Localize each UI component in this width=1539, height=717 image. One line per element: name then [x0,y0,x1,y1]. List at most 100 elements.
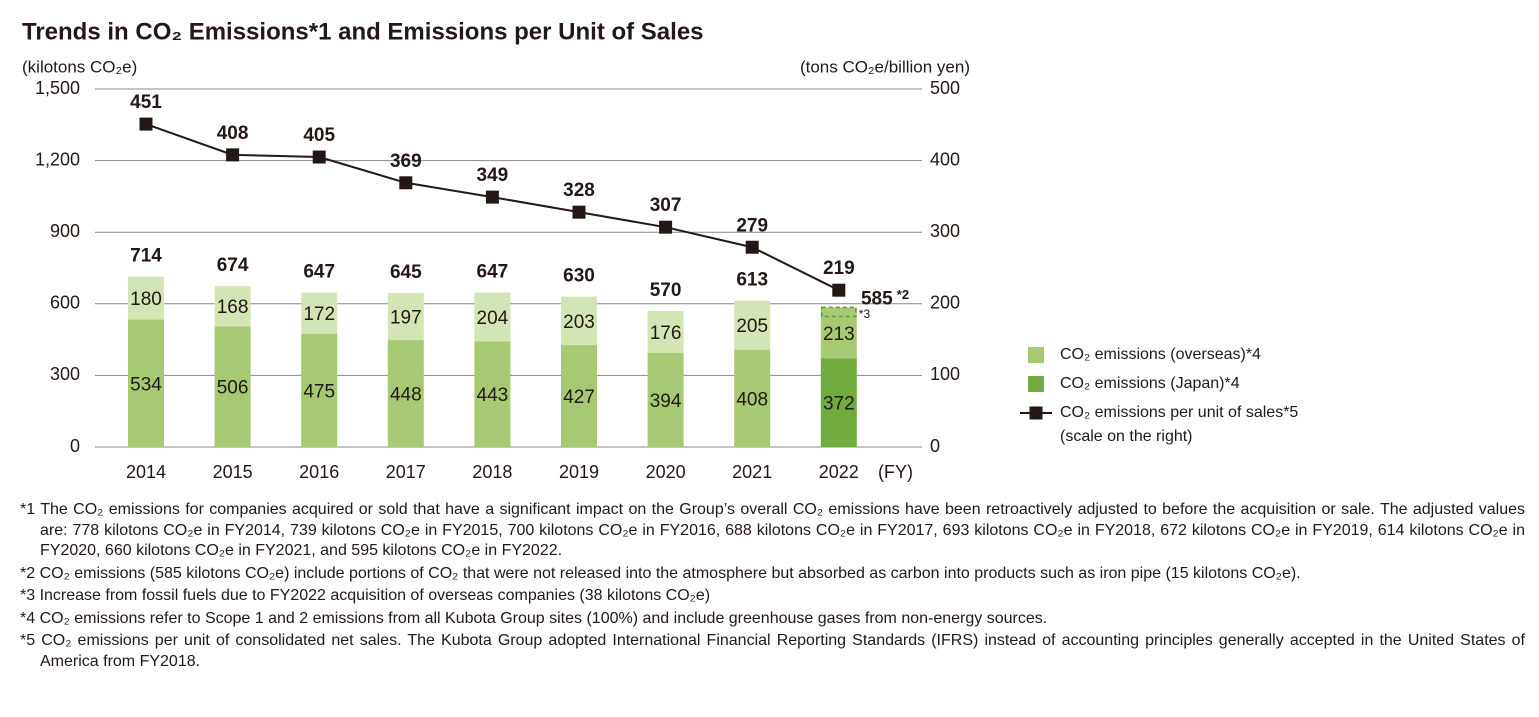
y2-axis-label: (tons CO₂e/billion yen) [800,57,970,76]
y-axis-label: (kilotons CO₂e) [22,57,137,76]
line-marker [226,148,240,162]
legend-swatch [1028,347,1044,363]
line-label: 369 [390,151,422,172]
line-label: 328 [563,180,595,201]
total-label: 645 [390,262,422,283]
y-tick-label: 300 [50,364,80,384]
y2-tick-label: 200 [930,293,960,313]
bar-segment [561,296,597,346]
x-tick-label: 2014 [126,462,166,482]
line-label: 405 [303,125,335,146]
bar-segment [561,345,597,447]
y-tick-label: 600 [50,293,80,313]
bar-segment [734,300,771,350]
line-marker [659,220,673,234]
line-marker [139,117,153,131]
segment-label: 204 [477,308,509,329]
segment-label: 176 [650,323,682,344]
total-label: 714 [130,246,162,267]
bar-segment [128,319,164,447]
bar-segment [387,293,424,341]
line-label: 307 [650,195,682,216]
segment-label: 205 [736,316,768,337]
x-tick-label: 2021 [732,462,772,482]
x-tick-label: 2015 [213,462,253,482]
y2-tick-label: 100 [930,364,960,384]
footnote: *5 CO₂ emissions per unit of consolidate… [20,632,1525,670]
line-label: 408 [217,123,249,144]
footnotes: *1 The CO₂ emissions for companies acqui… [20,500,1525,674]
bar-segment [128,276,164,320]
segment-label: 197 [390,308,422,329]
footnote: *3 Increase from fossil fuels due to FY2… [20,587,711,604]
segment-label: 168 [217,297,249,318]
bar-segment [214,326,251,447]
line-marker [832,283,846,297]
dashed-segment-label: *3 [859,307,871,321]
total-note: *2 [897,287,909,302]
line-label: 279 [736,215,768,236]
segment-label: 408 [736,389,768,410]
segment-label: 203 [563,312,595,333]
footnote: *1 The CO₂ emissions for companies acqui… [20,501,1525,559]
total-label: 674 [217,255,249,276]
line-marker [399,176,413,190]
segment-label: 443 [477,385,509,406]
line-marker [485,190,499,204]
dashed-segment [821,306,857,318]
total-label: 613 [736,270,768,291]
footnote: *4 CO₂ emissions refer to Scope 1 and 2 … [20,609,1048,627]
bar-segment [387,340,424,447]
segment-label: 180 [130,289,162,310]
segment-label: 448 [390,385,422,406]
line-marker [745,240,759,254]
bar-segment [301,292,338,334]
x-tick-label: 2016 [299,462,339,482]
x-tick-label: 2019 [559,462,599,482]
bar-segment [474,341,511,447]
legend-note: (scale on the right) [1060,428,1193,445]
bar-segment [301,333,338,447]
y2-tick-label: 300 [930,221,960,241]
x-tick-label: 2018 [472,462,512,482]
segment-label: 506 [217,378,249,399]
y2-tick-label: 0 [930,436,940,456]
total-label: 647 [477,262,509,283]
y-tick-label: 0 [70,436,80,456]
bar-segment [474,292,511,342]
y-tick-label: 1,200 [35,149,80,169]
legend-label: CO₂ emissions per unit of sales*5 [1060,404,1298,421]
segment-label: 213 [823,324,855,345]
x-axis-unit: (FY) [878,462,913,482]
line-marker [572,205,586,219]
footnote: *2 CO₂ emissions (585 kilotons CO₂e) inc… [20,564,1301,582]
segment-label: 394 [650,391,682,412]
total-label: 630 [563,266,595,287]
bar-segment [820,358,857,447]
segment-label: 534 [130,374,162,395]
chart: Trends in CO₂ Emissions*1 and Emissions … [22,18,1298,482]
chart-title: Trends in CO₂ Emissions*1 and Emissions … [22,18,704,45]
x-tick-label: 2017 [386,462,426,482]
legend-swatch [1028,376,1044,392]
bar-segment [214,286,251,327]
bar-segment [647,310,684,353]
legend-label: CO₂ emissions (overseas)*4 [1060,346,1261,363]
bar-segment [647,352,684,447]
y2-tick-label: 400 [930,149,960,169]
total-label: 585 [861,288,893,309]
segment-label: 475 [303,381,335,402]
x-tick-label: 2020 [646,462,686,482]
segment-label: 427 [563,387,595,408]
x-tick-label: 2022 [819,462,859,482]
line-label: 219 [823,258,855,279]
legend-label: CO₂ emissions (Japan)*4 [1060,375,1240,392]
legend-marker [1029,406,1043,420]
total-label: 647 [303,262,335,283]
total-label: 570 [650,280,682,301]
segment-label: 172 [303,304,335,325]
line-label: 451 [130,92,162,113]
y-tick-label: 900 [50,221,80,241]
y2-tick-label: 500 [930,78,960,98]
line-label: 349 [477,165,509,186]
